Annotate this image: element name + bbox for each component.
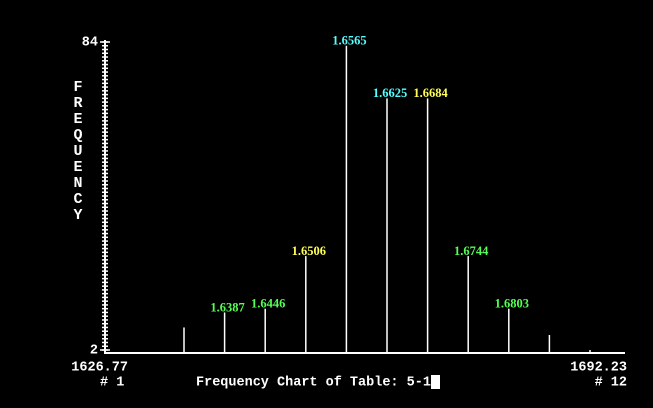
y-axis-label: FREQUENCY <box>73 79 83 224</box>
x-end-index: # 12 <box>595 376 627 391</box>
bin-label: 1.6684 <box>413 86 448 100</box>
y-tick-label: 2 <box>90 344 98 359</box>
x-start-index: # 1 <box>100 376 124 391</box>
bin-label: 1.6506 <box>292 244 326 258</box>
cursor <box>431 375 440 389</box>
x-min-label: 1626.77 <box>71 361 128 376</box>
bin-label: 1.6625 <box>373 86 407 100</box>
bin-label: 1.6446 <box>251 297 285 311</box>
y-tick-label: 84 <box>82 36 98 51</box>
bin-label: 1.6803 <box>495 297 529 311</box>
bin-label: 1.6744 <box>454 244 489 258</box>
bin-label: 1.6387 <box>210 300 244 314</box>
bin-label: 1.6565 <box>332 34 366 48</box>
chart-title: Frequency Chart of Table: 5-1 <box>196 376 431 391</box>
x-max-label: 1692.23 <box>570 361 627 376</box>
